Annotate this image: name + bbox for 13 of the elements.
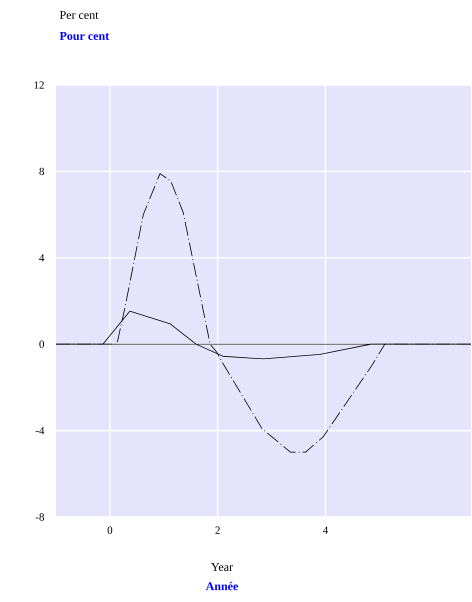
y-tick-label: 12 (34, 81, 44, 89)
y-tick-label: 4 (39, 254, 44, 262)
x-tick-label: 2 (216, 526, 220, 534)
y-tick-label: 0 (40, 340, 44, 348)
text: Pour cent (60, 32, 110, 40)
x-tick-label: 0 (108, 526, 112, 534)
y-tick-label: 8 (40, 168, 44, 176)
text: Année (206, 582, 238, 590)
text: Per cent (60, 11, 99, 19)
x-tick-label: 4 (323, 526, 328, 534)
x-axis-title: Year (211, 563, 234, 571)
y-tick-label: -4 (36, 426, 44, 434)
y-tick-label: -8 (36, 513, 44, 521)
